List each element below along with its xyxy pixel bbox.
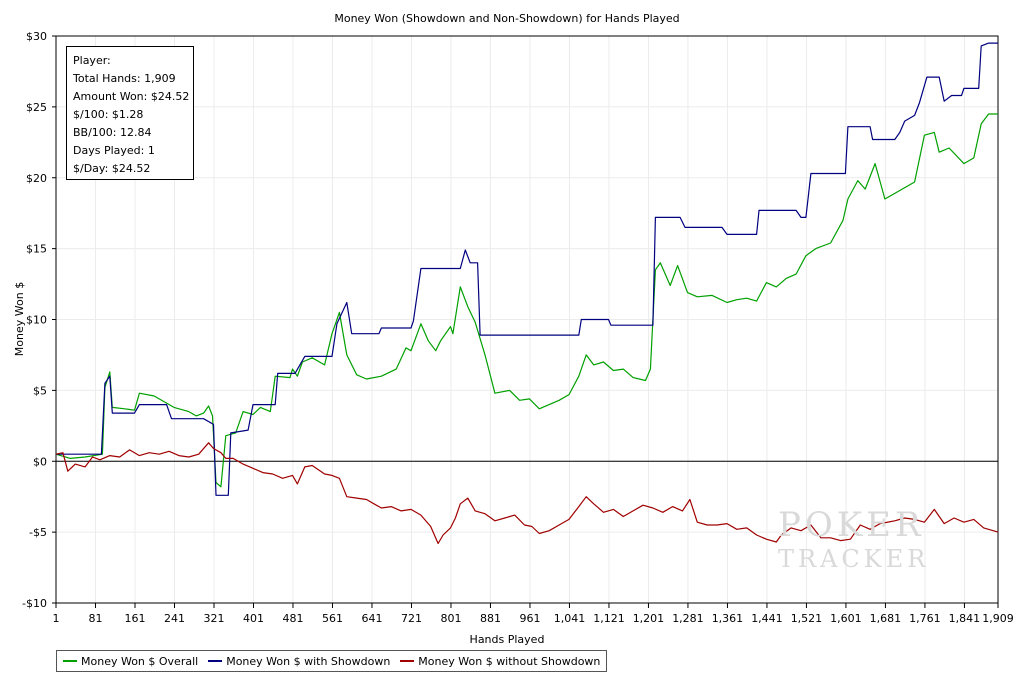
stats-days-played: Days Played: 1 — [73, 144, 155, 157]
y-tick-label: $10 — [26, 314, 47, 327]
legend-swatch-overall — [63, 660, 77, 662]
legend-label-overall: Money Won $ Overall — [81, 654, 199, 668]
x-tick-label: 161 — [124, 612, 145, 625]
y-tick-label: $25 — [26, 101, 47, 114]
legend-item-showdown: Money Won $ with Showdown — [208, 655, 390, 668]
x-tick-label: 241 — [164, 612, 185, 625]
y-tick-label: $30 — [26, 30, 47, 43]
series-layer — [55, 42, 999, 545]
y-tick-label: $0 — [33, 455, 47, 468]
x-tick-label: 721 — [401, 612, 422, 625]
stats-player: Player: — [73, 54, 111, 67]
x-tick-label: 1,121 — [593, 612, 625, 625]
stats-total-hands: Total Hands: 1,909 — [73, 72, 176, 85]
legend-label-showdown: Money Won $ with Showdown — [226, 654, 391, 668]
stats-amount-won: Amount Won: $24.52 — [73, 90, 190, 103]
stats-box: Player: Total Hands: 1,909 Amount Won: $… — [66, 46, 194, 180]
stats-per-100: $/100: $1.28 — [73, 108, 144, 121]
x-axis-label: Hands Played — [470, 633, 545, 646]
x-tick-label: 641 — [361, 612, 382, 625]
legend-item-overall: Money Won $ Overall — [63, 655, 198, 668]
y-axis: -$10 -$5 $0 $5 $10 $15 $20 $25 $30 — [22, 30, 56, 610]
stats-bb-per-100: BB/100: 12.84 — [73, 126, 152, 139]
y-tick-label: $20 — [26, 172, 47, 185]
x-tick-label: 1,601 — [830, 612, 862, 625]
y-tick-label: $5 — [33, 384, 47, 397]
x-tick-label: 1,841 — [949, 612, 981, 625]
x-tick-label: 801 — [440, 612, 461, 625]
x-tick-label: 1,681 — [870, 612, 902, 625]
series-line-showdown — [56, 42, 998, 496]
legend-item-non-showdown: Money Won $ without Showdown — [400, 655, 600, 668]
x-tick-label: 1,281 — [672, 612, 704, 625]
x-tick-label: 1,761 — [909, 612, 941, 625]
x-tick-label: 321 — [203, 612, 224, 625]
y-tick-label: $15 — [26, 243, 47, 256]
x-axis: 1 81 161 241 321 401 481 561 641 721 801 881 961 1,04… — [53, 603, 1014, 625]
stats-per-day: $/Day: $24.52 — [73, 162, 151, 175]
y-tick-label: -$10 — [22, 597, 47, 610]
x-tick-label: 1,909 — [982, 612, 1014, 625]
legend-label-non-showdown: Money Won $ without Showdown — [418, 654, 601, 668]
legend-swatch-showdown — [208, 660, 223, 662]
x-tick-label: 401 — [243, 612, 264, 625]
y-axis-label: Money Won $ — [13, 282, 26, 356]
x-tick-label: 1,521 — [791, 612, 823, 625]
x-tick-label: 1,201 — [633, 612, 665, 625]
x-tick-label: 881 — [480, 612, 501, 625]
legend: Money Won $ Overall Money Won $ with Sho… — [56, 650, 608, 672]
x-tick-label: 561 — [322, 612, 343, 625]
x-tick-label: 481 — [282, 612, 303, 625]
legend-swatch-non-showdown — [400, 660, 415, 662]
grid — [55, 35, 999, 604]
series-line-overall — [55, 113, 998, 488]
y-tick-label: -$5 — [29, 526, 47, 539]
series-line-non-showdown — [55, 442, 999, 545]
x-tick-label: 961 — [519, 612, 540, 625]
x-tick-label: 1,441 — [751, 612, 783, 625]
x-tick-label: 1 — [53, 612, 60, 625]
x-tick-label: 1,041 — [554, 612, 586, 625]
x-tick-label: 1,361 — [712, 612, 744, 625]
chart-title: Money Won (Showdown and Non-Showdown) fo… — [334, 12, 679, 25]
x-tick-label: 81 — [88, 612, 102, 625]
